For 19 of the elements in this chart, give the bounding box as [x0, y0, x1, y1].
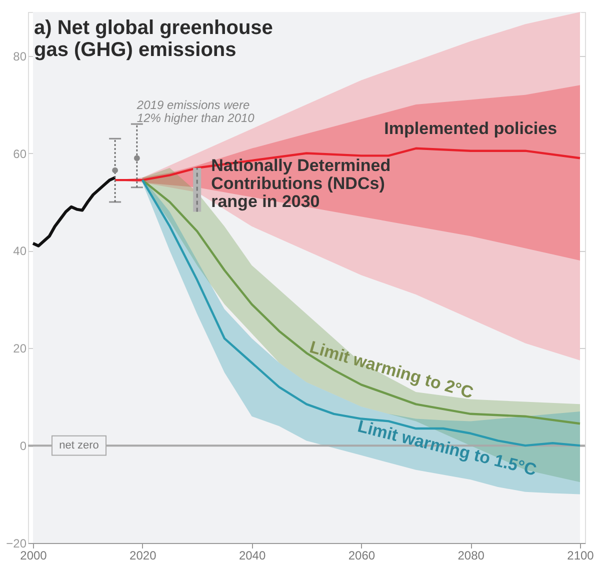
text: a) Net global greenhouse gas (GHG) emissions — [34, 17, 273, 61]
y-tick-label: 40 — [13, 244, 27, 258]
x-tick-label: 2060 — [348, 548, 376, 562]
y-tick-label: 20 — [13, 342, 27, 356]
x-tick-label: 2020 — [130, 548, 157, 562]
annotation: 2019 emissions were 12% higher than 2010 — [136, 98, 255, 126]
x-tick-label: 2100 — [567, 548, 594, 562]
ref-line-label: net zero — [59, 440, 99, 452]
y-tick-label: 60 — [13, 146, 27, 161]
x-tick-label: 2000 — [20, 548, 48, 562]
x-tick-label: 2080 — [458, 548, 485, 562]
series-label: Nationally Determined Contributions (NDCs) range in 2030 — [211, 156, 391, 211]
y-tick-label: −20 — [6, 536, 27, 550]
line-series — [32, 176, 117, 248]
y-tick-label: 0 — [20, 439, 27, 454]
text: Limit warming to 1.5°C — [356, 416, 538, 480]
y-tick-label: 80 — [13, 49, 27, 64]
series-label: Implemented policies — [384, 118, 558, 138]
x-tick-label: 2040 — [238, 548, 266, 562]
